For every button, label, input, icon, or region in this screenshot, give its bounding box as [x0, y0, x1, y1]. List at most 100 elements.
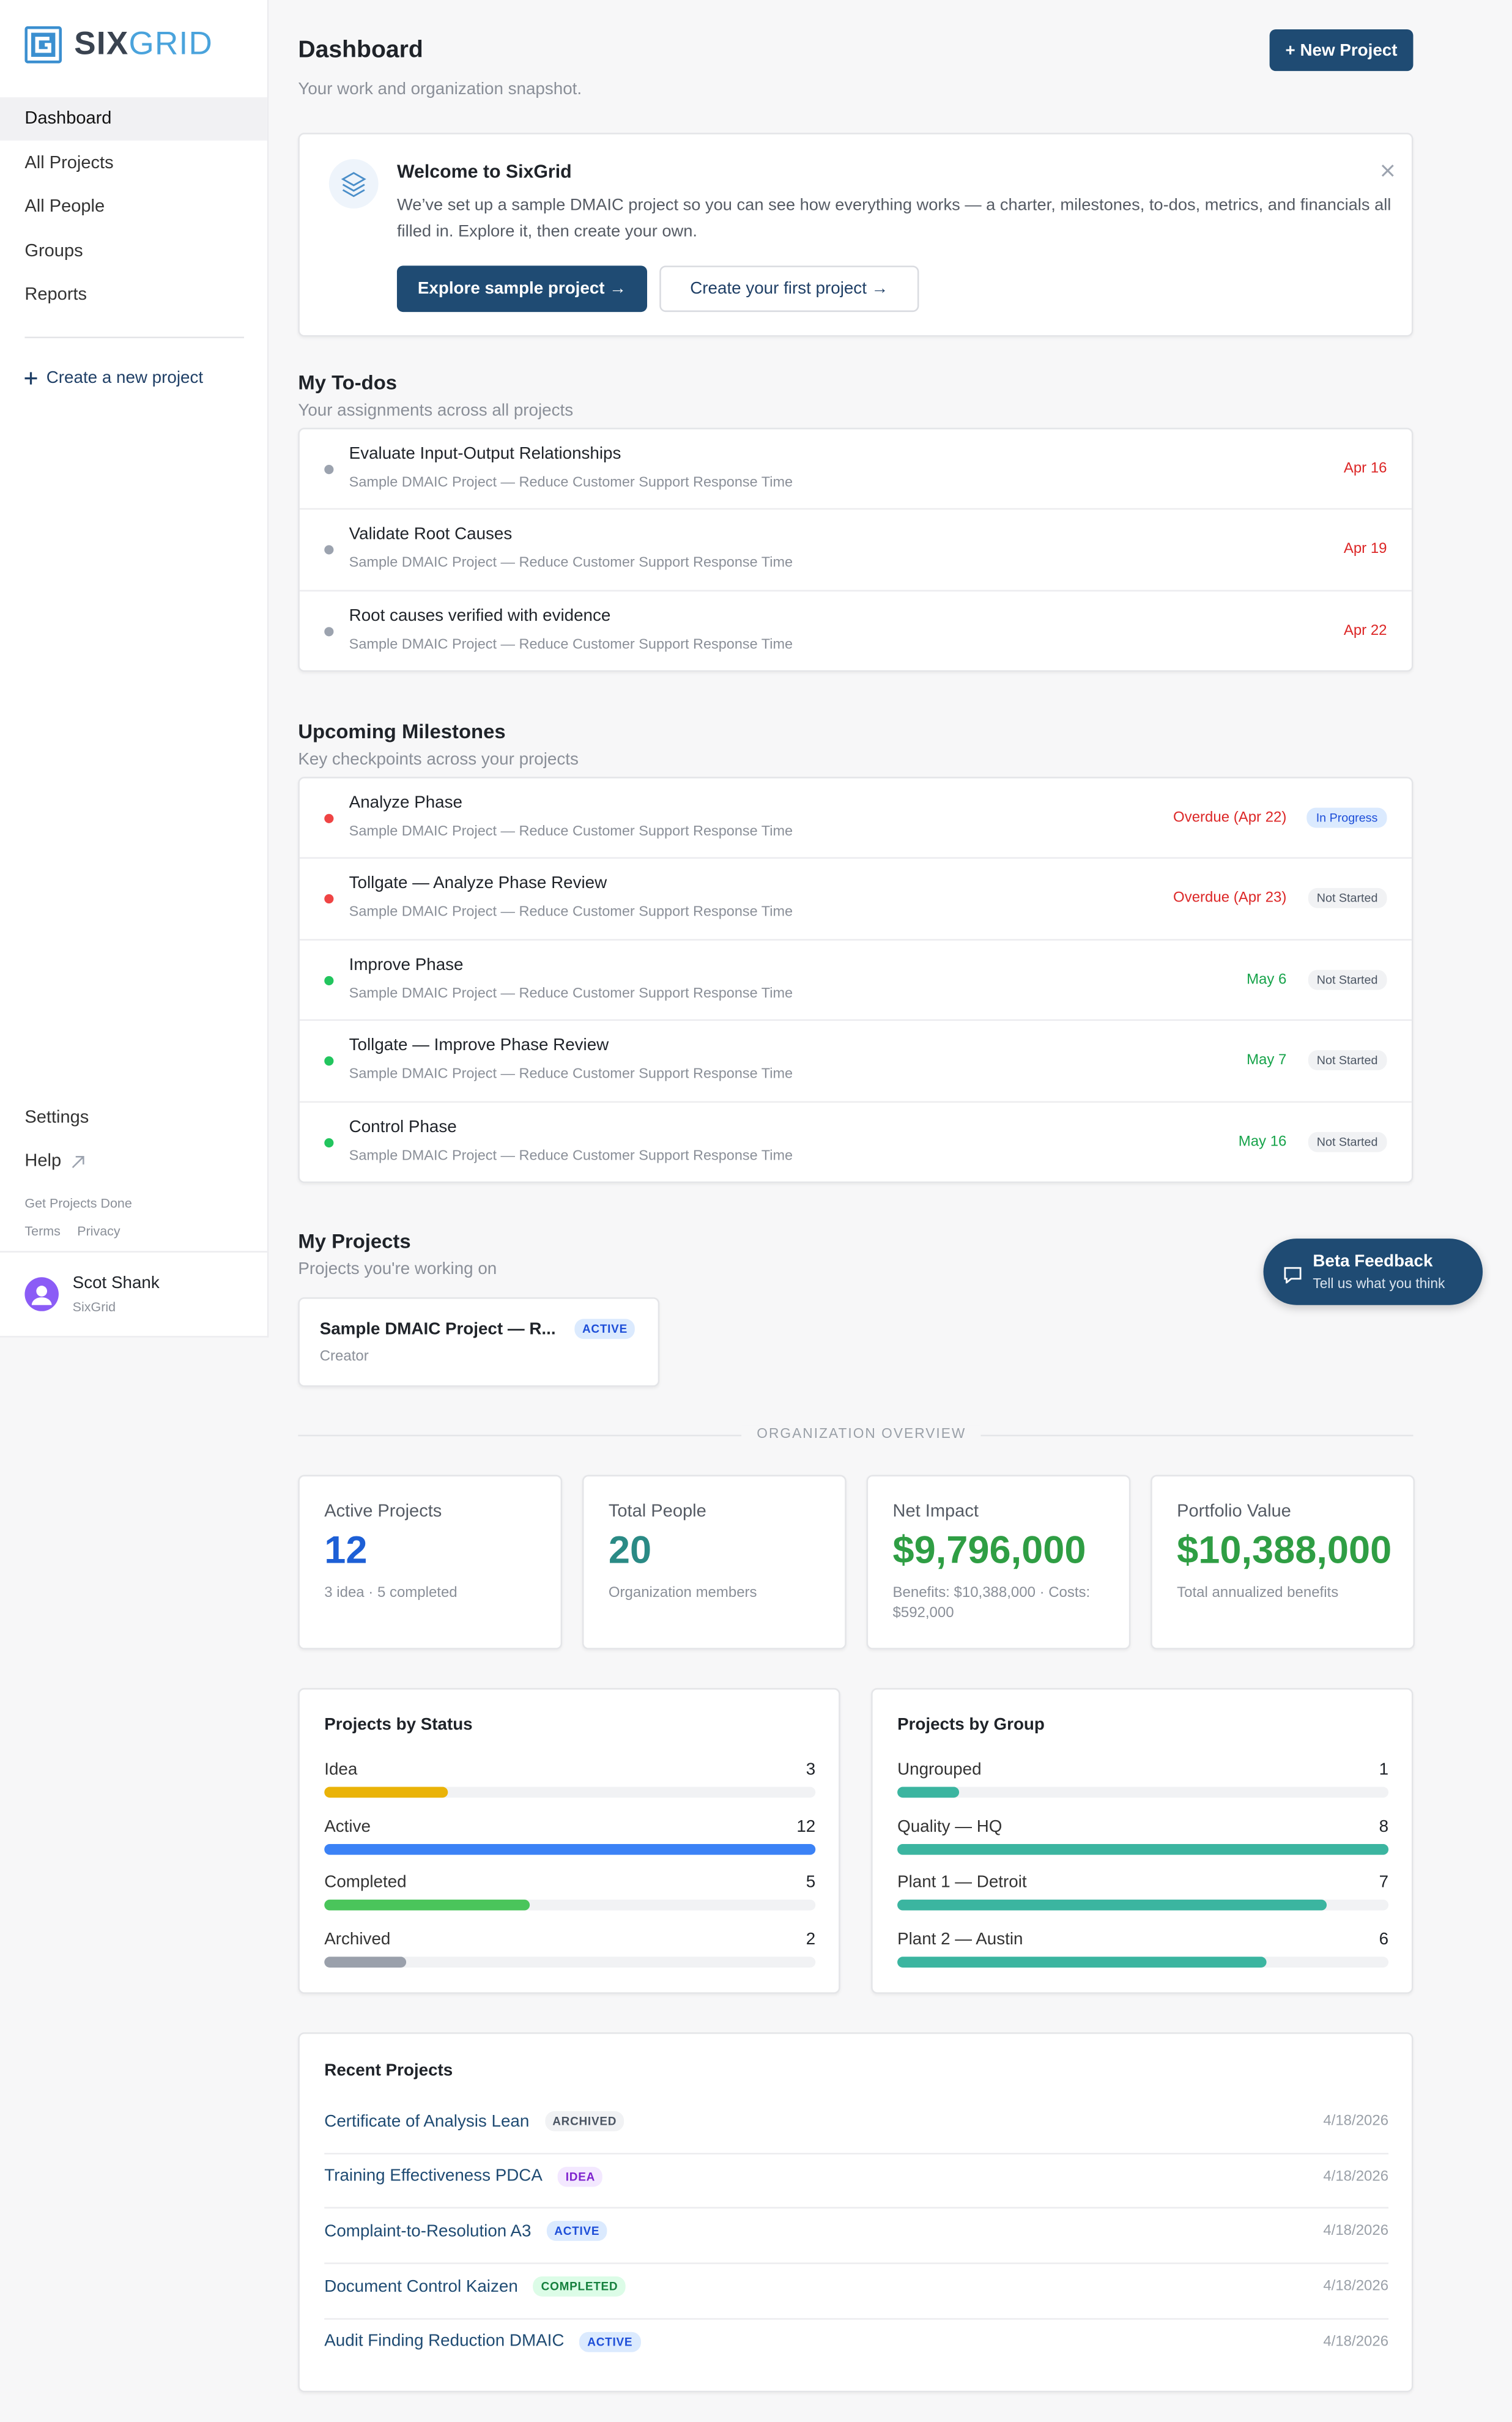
project-link: Document Control Kaizen	[324, 2277, 518, 2296]
footer-link[interactable]: Privacy	[77, 1223, 120, 1239]
row-title: Tollgate — Improve Phase Review	[349, 1036, 609, 1056]
milestones-card: Analyze Phase Sample DMAIC Project — Redu…	[298, 777, 1414, 1183]
feedback-title: Beta Feedback	[1313, 1252, 1433, 1272]
bar-track	[324, 1787, 816, 1798]
stat-value: $10,388,000	[1177, 1528, 1392, 1572]
bar-value: 5	[806, 1873, 816, 1892]
overview-label: ORGANIZATION OVERVIEW	[741, 1425, 982, 1441]
bar-label: Plant 1 — Detroit	[897, 1873, 1027, 1892]
bar-label: Completed	[324, 1873, 407, 1892]
list-row[interactable]: Validate Root Causes Sample DMAIC Project…	[299, 508, 1412, 590]
explore-button[interactable]: Explore sample project →	[396, 265, 648, 313]
bar-track	[324, 1956, 816, 1967]
bar-value: 7	[1379, 1873, 1389, 1892]
bar	[324, 1843, 816, 1854]
row-title: Analyze Phase	[349, 793, 462, 813]
nav-item[interactable]: Reports	[24, 286, 87, 305]
stat-note: Organization members	[608, 1584, 757, 1602]
project-date: 4/18/2026	[1323, 2113, 1389, 2130]
section-title: Upcoming Milestones	[298, 719, 506, 743]
bar-label: Plant 2 — Austin	[897, 1930, 1023, 1949]
project-date: 4/18/2026	[1323, 2223, 1389, 2240]
list-row[interactable]: Root causes verified with evidence Sample…	[299, 590, 1412, 670]
stat-card: Net Impact $9,796,000 Benefits: $10,388,00…	[866, 1475, 1131, 1650]
row-divider	[324, 2262, 1389, 2265]
card-title: Projects by Status	[324, 1716, 473, 1735]
project-date: 4/18/2026	[1323, 2333, 1389, 2350]
row-project: Sample DMAIC Project — Reduce Customer S…	[349, 823, 793, 839]
project-card[interactable]: Sample DMAIC Project — R... ACTIVE Creator	[298, 1297, 660, 1387]
recent-row[interactable]: Certificate of Analysis Lean ARCHIVED 4/18…	[324, 2111, 1388, 2131]
nav-item[interactable]: Dashboard	[0, 97, 267, 141]
brand-primary: SIX	[74, 25, 129, 61]
recent-row[interactable]: Audit Finding Reduction DMAIC ACTIVE 4/18/…	[324, 2331, 1388, 2352]
sidebar: SIX GRID Dashboard All Projects All People Gr…	[0, 0, 269, 1338]
user-name: Scot Shank	[72, 1274, 160, 1293]
row-divider	[324, 2207, 1389, 2209]
row-due: Apr 22	[1343, 622, 1387, 639]
bar-label: Active	[324, 1816, 371, 1836]
avatar	[24, 1277, 59, 1311]
nav-item[interactable]: All Projects	[24, 154, 114, 172]
list-row[interactable]: Evaluate Input-Output Relationships Sampl…	[300, 429, 1412, 509]
recent-row[interactable]: Training Effectiveness PDCA IDEA 4/18/2026	[324, 2166, 1388, 2187]
brand: SIX GRID	[24, 24, 213, 63]
new-project-button[interactable]: + New Project	[1269, 29, 1414, 72]
help-link[interactable]: Help	[24, 1152, 84, 1171]
stat-note: Benefits: $10,388,000 · Costs: $592,000	[892, 1584, 1091, 1622]
settings-link[interactable]: Settings	[24, 1109, 89, 1128]
status-badge: COMPLETED	[533, 2276, 626, 2297]
status-badge: In Progress	[1306, 807, 1387, 828]
divider	[0, 1251, 267, 1253]
status-dot	[324, 626, 334, 636]
stat-label: Active Projects	[324, 1502, 442, 1522]
status-dot	[324, 1137, 334, 1147]
recent-row[interactable]: Document Control Kaizen COMPLETED 4/18/202…	[324, 2276, 1388, 2297]
list-row[interactable]: Control Phase Sample DMAIC Project — Redu…	[299, 1100, 1412, 1181]
row-title: Control Phase	[349, 1117, 457, 1136]
nav-item[interactable]: All People	[24, 198, 105, 217]
welcome-card: Welcome to SixGrid We’ve set up a sample …	[298, 133, 1414, 337]
by_group-card: Projects by Group Ungrouped 1 Quality — HQ 8…	[871, 1687, 1414, 1994]
list-row[interactable]: Tollgate — Improve Phase Review Sample DM…	[299, 1020, 1412, 1100]
row-due: May 7	[1247, 1052, 1287, 1069]
stat-value: 12	[324, 1528, 368, 1572]
section-subtitle: Key checkpoints across your projects	[298, 750, 579, 769]
user-org: SixGrid	[72, 1298, 116, 1314]
card-title: Recent Projects	[324, 2062, 453, 2081]
create-project[interactable]: Create a new project	[24, 369, 203, 388]
feedback-button[interactable]: Beta Feedback Tell us what you think	[1263, 1239, 1483, 1305]
bar-value: 6	[1379, 1930, 1389, 1949]
logo-icon	[24, 25, 62, 63]
stat-value: $9,796,000	[892, 1528, 1086, 1572]
stat-value: 20	[608, 1528, 652, 1572]
bar-value: 8	[1379, 1816, 1389, 1836]
close-icon[interactable]	[1380, 158, 1395, 185]
divider	[24, 336, 244, 338]
bar-value: 1	[1379, 1760, 1389, 1779]
create-first-button[interactable]: Create your first project →	[659, 265, 919, 313]
project-badge: ACTIVE	[574, 1319, 636, 1339]
row-project: Sample DMAIC Project — Reduce Customer S…	[349, 1065, 793, 1082]
stat-card: Active Projects 12 3 idea · 5 completed	[298, 1475, 563, 1650]
row-project: Sample DMAIC Project — Reduce Customer S…	[349, 635, 793, 652]
status-badge: IDEA	[558, 2166, 603, 2187]
project-link: Complaint-to-Resolution A3	[324, 2222, 532, 2241]
todos-card: Evaluate Input-Output Relationships Sampl…	[298, 428, 1414, 672]
footer-link[interactable]: Terms	[24, 1223, 61, 1239]
list-row[interactable]: Improve Phase Sample DMAIC Project — Redu…	[299, 938, 1412, 1020]
list-row[interactable]: Tollgate — Analyze Phase Review Sample DM…	[299, 857, 1412, 938]
stat-note: 3 idea · 5 completed	[324, 1584, 458, 1602]
status-dot	[324, 465, 334, 475]
feedback-subtitle: Tell us what you think	[1313, 1275, 1445, 1291]
status-badge: ARCHIVED	[544, 2111, 624, 2131]
stat-note: Total annualized benefits	[1177, 1584, 1339, 1602]
nav-item[interactable]: Groups	[24, 242, 83, 261]
bar	[897, 1843, 1389, 1854]
card-title: Projects by Group	[897, 1716, 1045, 1735]
project-link: Training Effectiveness PDCA	[324, 2167, 543, 2186]
row-due: Overdue (Apr 22)	[1173, 809, 1287, 826]
recent-row[interactable]: Complaint-to-Resolution A3 ACTIVE 4/18/202…	[324, 2221, 1388, 2242]
welcome-body: We’ve set up a sample DMAIC project so y…	[396, 196, 1392, 241]
list-row[interactable]: Analyze Phase Sample DMAIC Project — Redu…	[300, 779, 1412, 858]
